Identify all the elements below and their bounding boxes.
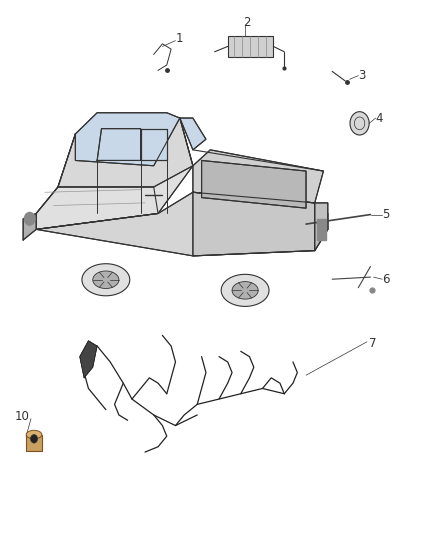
Text: 4: 4	[376, 111, 383, 125]
Polygon shape	[180, 118, 206, 150]
Polygon shape	[93, 271, 119, 288]
Text: 3: 3	[358, 69, 366, 82]
Bar	[317, 219, 326, 240]
Polygon shape	[97, 128, 141, 160]
Text: 10: 10	[14, 409, 29, 423]
Text: 2: 2	[243, 16, 251, 29]
Polygon shape	[141, 128, 167, 160]
Ellipse shape	[26, 430, 42, 439]
Polygon shape	[23, 214, 36, 240]
Polygon shape	[201, 160, 306, 208]
Polygon shape	[58, 118, 193, 187]
Polygon shape	[75, 113, 180, 166]
Bar	[26, 435, 42, 451]
Bar	[228, 36, 273, 57]
Polygon shape	[36, 118, 193, 229]
Polygon shape	[193, 192, 315, 256]
Circle shape	[25, 213, 35, 225]
Polygon shape	[36, 192, 328, 256]
Text: 6: 6	[382, 273, 390, 286]
Polygon shape	[232, 281, 258, 299]
Polygon shape	[221, 274, 269, 306]
Text: 5: 5	[382, 208, 389, 221]
Polygon shape	[80, 341, 97, 378]
Circle shape	[31, 434, 38, 443]
Polygon shape	[36, 187, 158, 229]
Polygon shape	[82, 264, 130, 296]
Polygon shape	[315, 203, 328, 251]
Text: 7: 7	[369, 337, 377, 350]
Text: 1: 1	[176, 32, 183, 45]
Polygon shape	[193, 150, 323, 203]
Circle shape	[350, 112, 369, 135]
